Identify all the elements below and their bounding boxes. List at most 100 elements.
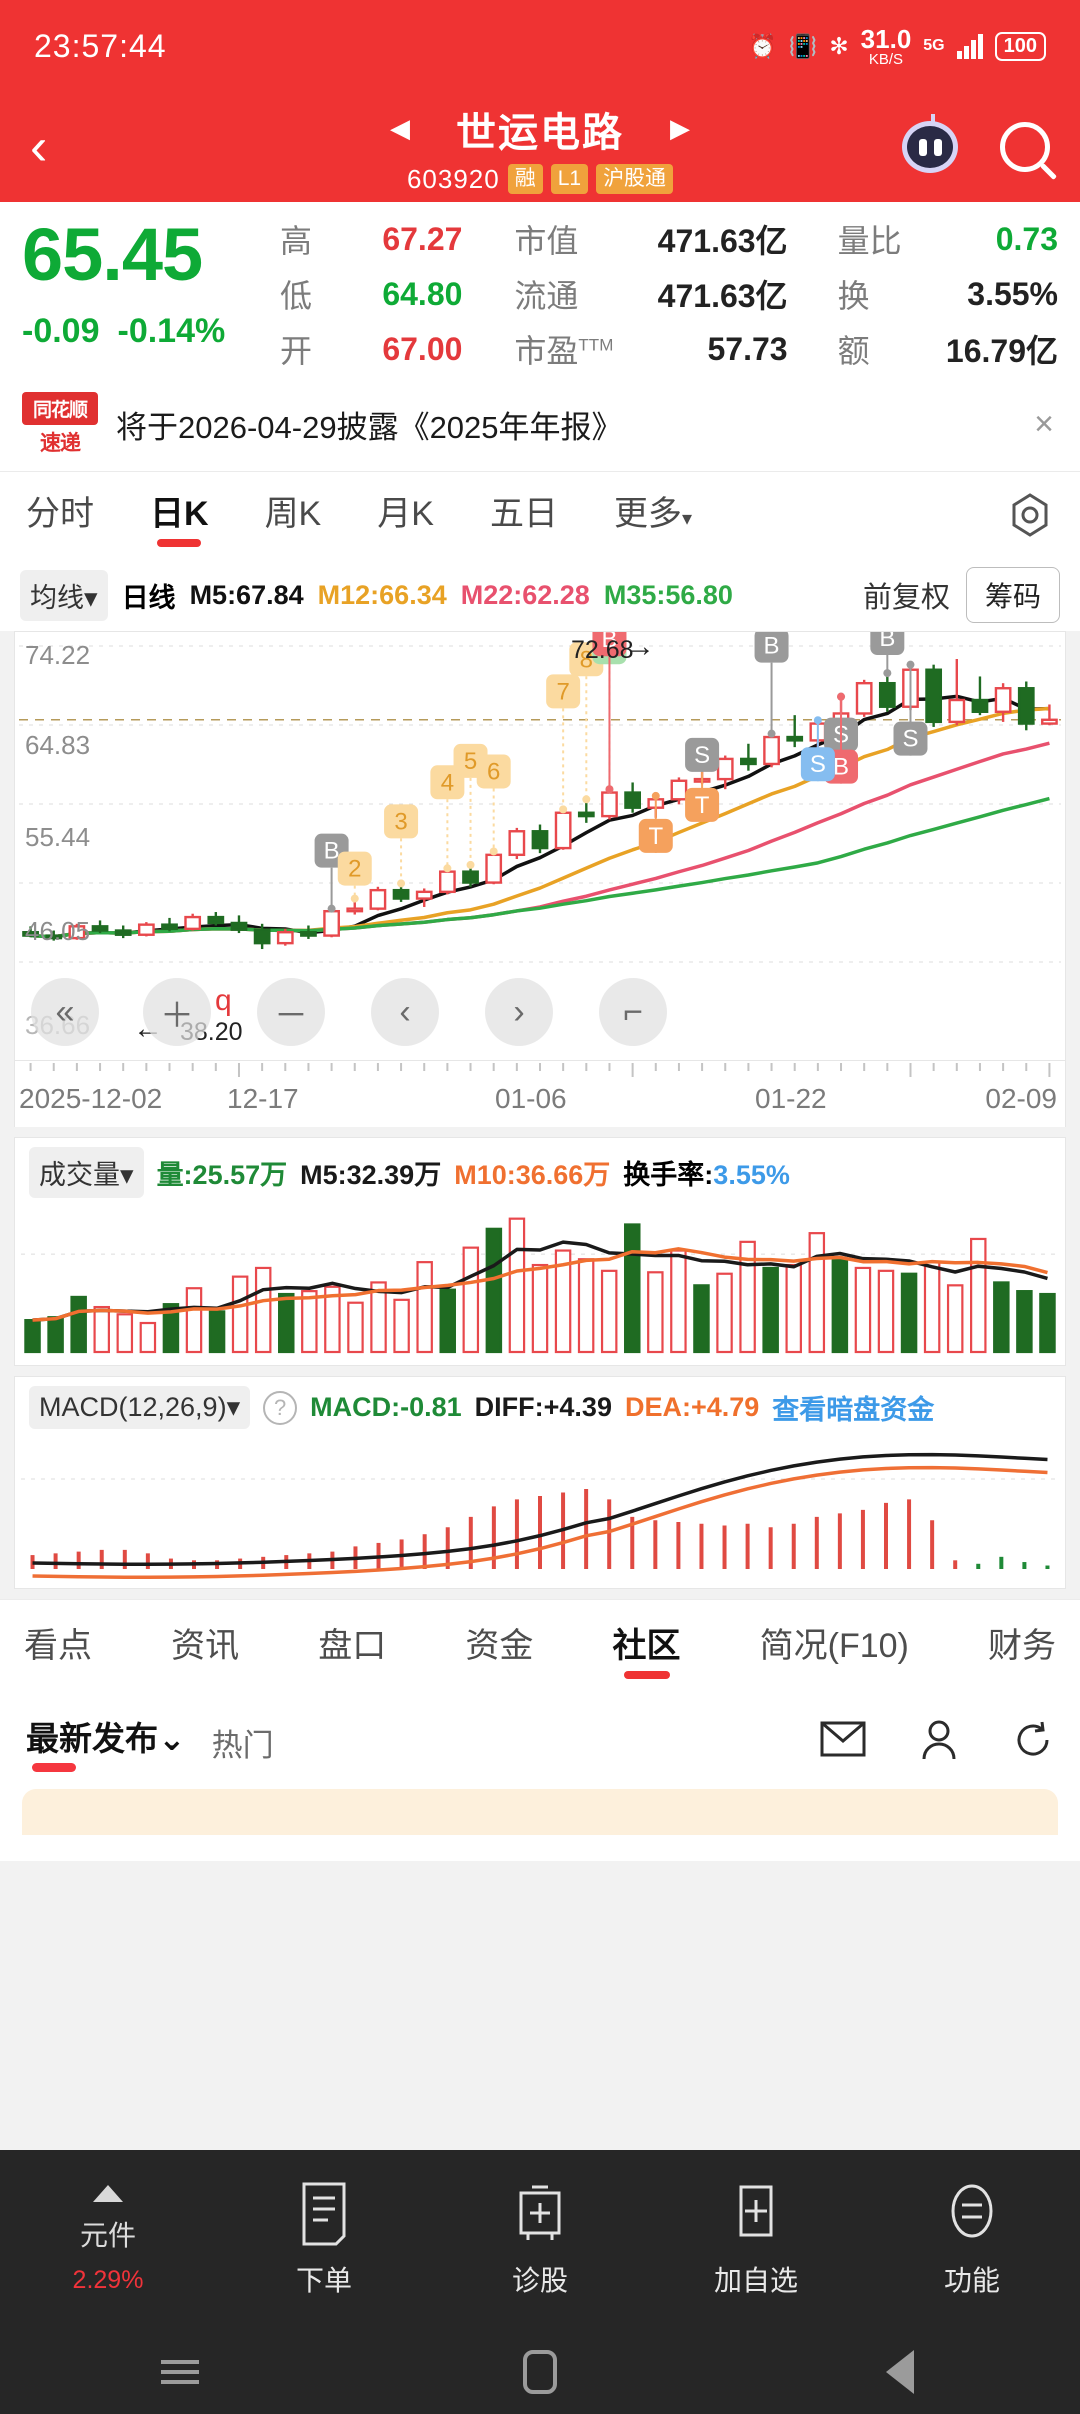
svg-text:S: S: [810, 751, 826, 778]
y-tick-2: 55.44: [25, 822, 91, 852]
chart-zoom-out-button[interactable]: －: [257, 978, 325, 1046]
volume-value: 量:25.57万: [156, 1160, 288, 1190]
sector-change: 2.29%: [72, 2266, 144, 2294]
user-icon[interactable]: [918, 1719, 960, 1766]
next-stock-icon[interactable]: ▶: [670, 113, 690, 143]
macd-panel[interactable]: MACD(12,26,9)▾ ? MACD:-0.81 DIFF:+4.39 D…: [14, 1376, 1066, 1589]
macd-header: MACD(12,26,9)▾ ? MACD:-0.81 DIFF:+4.39 D…: [15, 1377, 1065, 1433]
back-key[interactable]: [720, 2350, 1080, 2394]
tab-financials[interactable]: 财务: [987, 1627, 1056, 1665]
back-button[interactable]: ‹: [30, 118, 48, 176]
volume-panel[interactable]: 成交量▾ 量:25.57万 M5:32.39万 M10:36.66万 换手率:3…: [14, 1137, 1066, 1366]
tab-orderbook[interactable]: 盘口: [318, 1627, 387, 1665]
prev-stock-icon[interactable]: ◀: [390, 113, 410, 143]
price-change: -0.09: [22, 311, 100, 350]
chart-zoom-in-button[interactable]: ＋: [143, 978, 211, 1046]
status-clock: 23:57:44: [34, 27, 167, 64]
tab-more[interactable]: 更多▾: [613, 495, 692, 533]
stock-name: 世运电路: [456, 110, 624, 155]
chips-button[interactable]: 筹码: [965, 567, 1060, 623]
mail-icon[interactable]: [820, 1719, 866, 1766]
community-sort-row: 最新发布⌄ 热门: [0, 1695, 1080, 1789]
sort-latest[interactable]: 最新发布⌄: [26, 1712, 186, 1772]
alarm-icon: ⏰: [748, 32, 777, 59]
dark-pool-link[interactable]: 查看暗盘资金: [772, 1395, 935, 1425]
chevron-down-icon: ▾: [681, 508, 692, 530]
tab-profile-f10[interactable]: 简况(F10): [759, 1627, 909, 1665]
menu-key[interactable]: [0, 2354, 360, 2390]
tab-funds[interactable]: 资金: [465, 1627, 534, 1665]
tab-minute[interactable]: 分时: [26, 495, 94, 533]
triangle-up-icon: [93, 2185, 123, 2202]
question-icon[interactable]: ?: [263, 1390, 298, 1425]
sector-name: 元件: [79, 2220, 136, 2251]
stat-value-turnover: 3.55%: [967, 275, 1058, 312]
x-tick-0: 2025-12-02: [19, 1083, 163, 1114]
order-button[interactable]: 下单: [216, 2181, 432, 2299]
svg-text:2: 2: [348, 856, 361, 883]
ma12-value: M12:66.34: [317, 579, 447, 610]
nav-actions: [902, 114, 1050, 173]
price-change-row: -0.09 -0.14%: [22, 312, 280, 351]
close-icon[interactable]: ×: [1034, 405, 1054, 443]
tab-news[interactable]: 资讯: [171, 1627, 240, 1665]
sort-hot[interactable]: 热门: [211, 1727, 274, 1763]
svg-text:8: 8: [580, 646, 593, 673]
chart-settings-icon[interactable]: [1006, 491, 1054, 539]
announcement-banner[interactable]: 同花顺 速递 将于2026-04-29披露《2025年年报》 ×: [0, 384, 1080, 471]
tab-community[interactable]: 社区: [613, 1618, 681, 1677]
add-watchlist-button[interactable]: 加自选: [648, 2181, 864, 2299]
svg-text:3: 3: [394, 808, 407, 835]
stat-value-pe: 57.73: [707, 330, 788, 367]
status-bar: 23:57:44 ⏰ 📳 ✻ 31.0 KB/S 5G 100: [0, 0, 1080, 92]
system-nav-keys: [0, 2330, 1080, 2414]
stat-label-turnover: 换: [837, 278, 870, 314]
stat-label-marketcap: 市值: [514, 223, 579, 259]
x-tick-4: 02-09: [985, 1083, 1057, 1114]
list-item[interactable]: [22, 1789, 1058, 1835]
ma-selector[interactable]: 均线▾: [20, 569, 108, 621]
sector-indicator[interactable]: 元件 2.29%: [0, 2185, 216, 2295]
macd-svg: [21, 1452, 1059, 1579]
price-block: 65.45 -0.09 -0.14%: [22, 216, 280, 372]
kline-chart[interactable]: B23456789TTSBBSBSBS 74.22 64.83 55.44 46…: [14, 631, 1066, 1061]
svg-text:S: S: [902, 726, 918, 753]
stat-label-float: 流通: [514, 278, 579, 314]
svg-text:T: T: [695, 792, 710, 819]
ma-row-right: 前复权 筹码: [863, 567, 1060, 623]
stat-label-open: 开: [280, 333, 313, 369]
refresh-icon[interactable]: [1012, 1719, 1054, 1766]
volume-selector[interactable]: 成交量▾: [29, 1147, 144, 1198]
macd-selector[interactable]: MACD(12,26,9)▾: [29, 1386, 251, 1429]
stat-label-high: 高: [280, 223, 313, 259]
search-icon[interactable]: [1000, 122, 1050, 172]
svg-text:B: B: [833, 754, 849, 781]
tab-highlights[interactable]: 看点: [24, 1627, 92, 1665]
diagnose-button[interactable]: 诊股: [432, 2181, 648, 2299]
functions-button[interactable]: 功能: [864, 2181, 1080, 2299]
date-axis: 2025-12-02 12-17 01-06 01-22 02-09: [14, 1061, 1066, 1127]
tab-weekly-k[interactable]: 周K: [264, 495, 322, 533]
y-tick-3: 46.05: [25, 916, 91, 946]
chart-prev-button[interactable]: ‹: [371, 978, 439, 1046]
community-actions: [820, 1719, 1054, 1766]
chevron-down-icon: ⌄: [158, 1720, 186, 1757]
nav-bar: ‹ ◀ 世运电路 ▶ 603920 融 L1 沪股通: [0, 92, 1080, 202]
adjust-label[interactable]: 前复权: [862, 582, 950, 614]
ai-robot-icon[interactable]: [902, 114, 958, 173]
tab-monthly-k[interactable]: 月K: [377, 495, 434, 533]
signal-icon: [956, 33, 983, 59]
chevron-down-icon: ▾: [120, 1160, 134, 1190]
chart-next-button[interactable]: ›: [485, 978, 553, 1046]
order-document-icon: [302, 2182, 346, 2246]
svg-text:5: 5: [464, 748, 477, 775]
chart-fullscreen-button[interactable]: ⌐: [599, 978, 667, 1046]
tab-five-day[interactable]: 五日: [489, 495, 558, 533]
tag-margin: 融: [507, 163, 543, 195]
quote-panel: 65.45 -0.09 -0.14% 高 67.27 市值 471.63亿 量比…: [0, 202, 1080, 384]
turnover-label: 换手率:3.55%: [623, 1160, 790, 1190]
home-key[interactable]: [360, 2350, 720, 2394]
chart-first-button[interactable]: «: [31, 978, 99, 1046]
tab-daily-k[interactable]: 日K: [150, 486, 209, 543]
stock-meta-row: 603920 融 L1 沪股通: [407, 163, 674, 195]
